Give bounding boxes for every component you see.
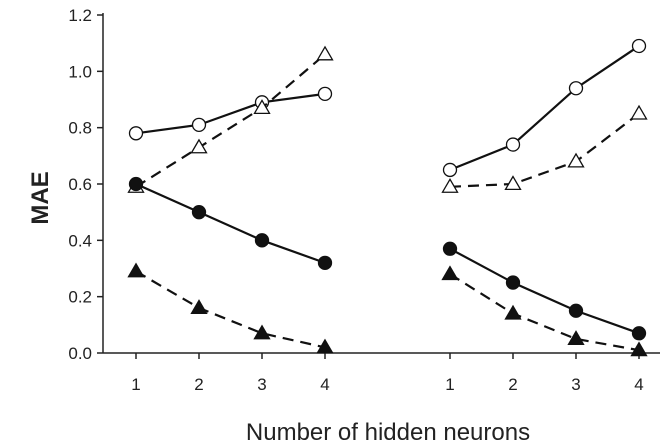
x-tick-label: 1 [131,375,140,394]
data-point [568,303,584,318]
data-point [567,330,585,345]
data-point [631,326,647,341]
series-filled-triangle-panel-2 [441,265,648,357]
data-point [441,265,459,281]
y-tick-label: 0.0 [68,344,92,363]
y-axis-ticks: 0.0 0.2 0.4 0.6 0.8 1.0 1.2 [68,6,103,363]
data-point [567,152,585,168]
x-tick-label: 2 [508,375,517,394]
y-tick-label: 0.6 [68,175,92,194]
series-line [135,92,326,135]
data-point [505,275,521,290]
data-point [630,341,648,357]
data-point [631,38,647,54]
x-axis-ticks: 1 2 3 4 1 2 3 4 [131,353,644,394]
data-point [442,162,458,178]
data-point [316,338,334,354]
data-point [441,178,459,193]
data-point [504,304,522,320]
series-filled-circle-panel-1 [128,176,333,271]
x-tick-label: 3 [571,375,580,394]
y-tick-label: 0.8 [68,119,92,138]
data-point [442,241,458,256]
series-open-triangle-panel-1 [127,45,334,193]
x-tick-label: 3 [257,375,266,394]
series-line [449,273,640,352]
x-axis-title: Number of hidden neurons [246,419,530,446]
series-filled-circle-panel-2 [442,241,647,341]
data-point [191,117,207,132]
data-point [190,299,208,314]
series-line [135,182,326,264]
data-point [317,86,333,102]
series-line [135,53,326,188]
data-point [191,205,207,220]
data-point [190,138,208,154]
data-point [316,45,334,61]
data-point [317,255,333,271]
data-point [568,81,584,96]
x-tick-label: 4 [320,375,329,394]
series-line [135,270,326,349]
series-line [449,247,640,335]
data-point [630,104,648,120]
y-tick-label: 1.0 [68,62,92,81]
series-line [449,45,640,171]
data-point [254,233,270,248]
series-filled-triangle-panel-1 [127,262,334,354]
series-layer [127,38,648,357]
series-open-circle-panel-1 [128,86,333,141]
y-tick-label: 1.2 [68,6,92,25]
series-open-triangle-panel-2 [441,104,648,193]
data-point [505,137,521,152]
x-tick-label: 4 [634,375,643,394]
y-tick-label: 0.2 [68,288,92,307]
y-axis-title: MAE [27,171,54,224]
x-tick-label: 2 [194,375,203,394]
data-point [504,175,522,191]
series-open-circle-panel-2 [442,38,647,178]
data-point [128,126,144,141]
x-tick-label: 1 [445,375,454,394]
axes [102,13,660,354]
data-point [127,262,145,278]
data-point [128,176,144,192]
data-point [253,99,271,114]
data-point [253,324,271,340]
series-line [449,112,640,188]
y-tick-label: 0.4 [68,231,92,250]
